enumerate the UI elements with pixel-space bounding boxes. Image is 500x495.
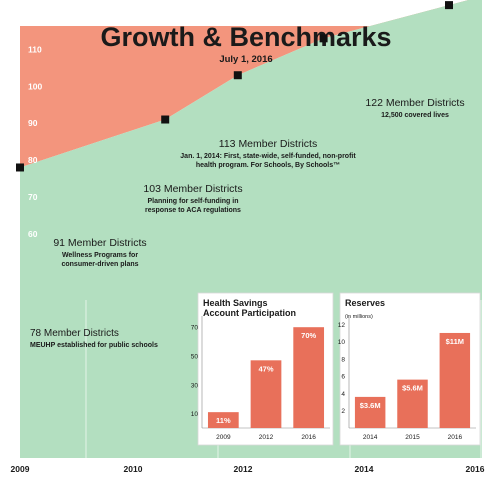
milestone-detail: MEUHP established for public schools: [30, 342, 158, 349]
milestone-detail-line: consumer-driven plans: [61, 261, 138, 268]
milestone-detail-line: Wellness Programs for: [62, 252, 138, 259]
milestone-headline: 103 Member Districts: [143, 183, 242, 195]
y-tick-label: 60: [28, 229, 38, 239]
inset-y-tick-label: 30: [191, 382, 199, 389]
inset-bar-label: 70%: [301, 331, 316, 340]
inset-y-tick-label: 50: [191, 354, 199, 361]
inset-bar: [354, 396, 386, 428]
inset-bar: [293, 327, 325, 428]
inset-y-tick-label: 4: [341, 391, 345, 398]
x-tick-label: 2012: [234, 464, 253, 474]
inset-y-tick-label: 12: [338, 322, 346, 329]
inset-x-tick-label: 2016: [301, 434, 316, 441]
inset-y-tick-label: 6: [341, 374, 345, 381]
inset-x-tick-label: 2009: [216, 434, 231, 441]
milestone-headline: 91 Member Districts: [53, 237, 146, 249]
inset-bar-label: 11%: [216, 416, 231, 425]
milestone-marker: [233, 71, 242, 80]
x-tick-label: 2016: [466, 464, 485, 474]
x-tick-label: 2014: [355, 464, 374, 474]
inset-bar-label: 47%: [258, 364, 273, 373]
y-axis-ticks: 60708090100110120130 Member Districts: [28, 8, 42, 239]
milestone-detail: 12,500 covered lives: [381, 112, 449, 119]
milestone-detail: Planning for self-funding in response to …: [145, 198, 241, 214]
milestone-annotation: 91 Member Districts Wellness Programs for…: [53, 237, 146, 268]
x-axis-ticks: 2009 2010 2012 2014 2016: [11, 464, 485, 474]
inset-x-tick-label: 2012: [259, 434, 274, 441]
milestone-annotation: 122 Member Districts 12,500 covered lives: [365, 97, 464, 119]
milestone-annotation: 113 Member Districts Jan. 1, 2014: First,…: [180, 138, 356, 169]
milestone-marker: [319, 34, 328, 43]
y-tick-label: 70: [28, 192, 38, 202]
inset-y-tick-label: 70: [191, 325, 199, 332]
reserves-inset: Reserves (in millions) 2 4 6 8 10 12 $3.6M 2014 $5…: [338, 292, 481, 446]
inset-bar-label: $5.6M: [402, 384, 423, 393]
milestone-marker: [161, 115, 170, 124]
milestone-detail-line: health program. For Schools, By Schools™: [196, 162, 340, 169]
y-tick-label: 80: [28, 155, 38, 165]
inset-bar: [207, 412, 239, 428]
inset-bar-label: $11M: [446, 337, 464, 346]
inset-title: Reserves: [345, 298, 385, 308]
milestone-detail-line: Jan. 1, 2014: First, state-wide, self-fu…: [180, 153, 356, 160]
inset-bar: [250, 360, 282, 428]
inset-y-tick-label: 10: [191, 411, 199, 418]
x-tick-label: 2010: [124, 464, 143, 474]
milestone-markers: [16, 1, 453, 172]
milestone-detail: Wellness Programs for consumer-driven pla…: [61, 252, 138, 268]
inset-title-line: Health Savings: [203, 298, 268, 308]
x-tick-label: 2009: [11, 464, 30, 474]
hsa-participation-inset: Health Savings Account Participation 10 30 5…: [191, 292, 334, 446]
milestone-detail-line: Planning for self-funding in: [148, 198, 239, 205]
chart-subtitle: July 1, 2016: [219, 54, 272, 65]
inset-bar: [397, 379, 428, 428]
inset-y-tick-label: 8: [341, 356, 345, 363]
inset-y-label: (in millions): [345, 314, 373, 320]
inset-x-tick-label: 2014: [363, 434, 378, 441]
milestone-detail-line: response to ACA regulations: [145, 207, 241, 214]
milestone-headline: 113 Member Districts: [219, 138, 317, 150]
y-tick-label: 100: [28, 81, 42, 91]
milestone-marker: [445, 1, 453, 10]
milestone-headline: 122 Member Districts: [365, 97, 464, 109]
milestone-annotation: 78 Member Districts MEUHP established for…: [30, 328, 158, 349]
inset-y-tick-label: 10: [338, 339, 346, 346]
inset-title-line: Account Participation: [203, 308, 296, 318]
inset-x-tick-label: 2016: [448, 434, 463, 441]
inset-bar: [439, 332, 471, 428]
inset-x-tick-label: 2015: [405, 434, 420, 441]
inset-title: Health Savings Account Participation: [203, 298, 296, 318]
y-tick-label: 120: [28, 8, 42, 18]
y-tick-label: 90: [28, 118, 38, 128]
inset-bar-label: $3.6M: [360, 401, 381, 410]
milestone-annotations: 78 Member Districts MEUHP established for…: [30, 97, 465, 349]
milestone-detail: Jan. 1, 2014: First, state-wide, self-fu…: [180, 153, 356, 169]
inset-y-tick-label: 2: [341, 408, 345, 415]
y-tick-label: 110: [28, 44, 42, 54]
milestone-marker: [16, 163, 24, 172]
chart-title: Growth & Benchmarks: [100, 22, 391, 52]
milestone-annotation: 103 Member Districts Planning for self-fu…: [143, 183, 242, 214]
area-above-line: [20, 0, 482, 168]
milestone-headline: 78 Member Districts: [30, 328, 119, 339]
